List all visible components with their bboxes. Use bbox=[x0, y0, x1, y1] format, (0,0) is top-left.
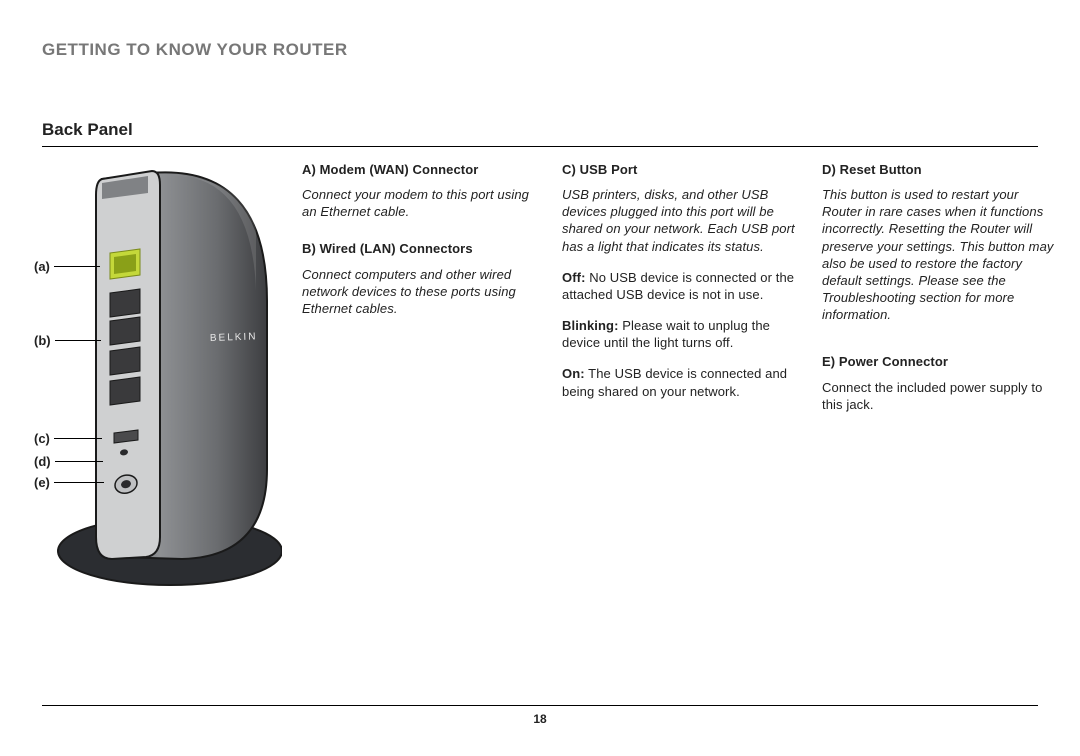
heading-a: A) Modem (WAN) Connector bbox=[302, 161, 540, 178]
callout-c: (c) bbox=[34, 431, 54, 446]
body-b: Connect computers and other wired networ… bbox=[302, 266, 540, 317]
page-footer: 18 bbox=[42, 705, 1038, 726]
body-d: This button is used to restart your Rout… bbox=[822, 186, 1060, 323]
status-on: On: The USB device is connected and bein… bbox=[562, 365, 800, 399]
text-columns: A) Modem (WAN) Connector Connect your mo… bbox=[302, 161, 1060, 591]
off-label: Off: bbox=[562, 270, 586, 285]
blinking-label: Blinking: bbox=[562, 318, 619, 333]
page-number: 18 bbox=[533, 712, 546, 726]
heading-e: E) Power Connector bbox=[822, 353, 1060, 370]
on-label: On: bbox=[562, 366, 585, 381]
body-a: Connect your modem to this port using an… bbox=[302, 186, 540, 220]
callout-a: (a) bbox=[34, 259, 54, 274]
body-e: Connect the included power supply to thi… bbox=[822, 379, 1060, 413]
off-text: No USB device is connected or the attach… bbox=[562, 270, 794, 302]
svg-text:BELKIN: BELKIN bbox=[210, 331, 258, 344]
router-figure: BELKIN (a) (b) (c) (d) (e) bbox=[42, 161, 282, 591]
callout-labels: (a) (b) (c) (d) (e) bbox=[34, 161, 94, 591]
column-1: A) Modem (WAN) Connector Connect your mo… bbox=[302, 161, 540, 591]
callout-d: (d) bbox=[34, 454, 55, 469]
body-c: USB printers, disks, and other USB devic… bbox=[562, 186, 800, 255]
column-2: C) USB Port USB printers, disks, and oth… bbox=[562, 161, 800, 591]
on-text: The USB device is connected and being sh… bbox=[562, 366, 787, 398]
status-off: Off: No USB device is connected or the a… bbox=[562, 269, 800, 303]
heading-b: B) Wired (LAN) Connectors bbox=[302, 240, 540, 257]
heading-c: C) USB Port bbox=[562, 161, 800, 178]
section-title: Back Panel bbox=[42, 120, 1038, 147]
callout-e: (e) bbox=[34, 475, 54, 490]
callout-b: (b) bbox=[34, 333, 55, 348]
page-title: GETTING TO KNOW YOUR ROUTER bbox=[42, 40, 1038, 60]
status-blinking: Blinking: Please wait to unplug the devi… bbox=[562, 317, 800, 351]
column-3: D) Reset Button This button is used to r… bbox=[822, 161, 1060, 591]
heading-d: D) Reset Button bbox=[822, 161, 1060, 178]
content-row: BELKIN (a) (b) (c) (d) (e) bbox=[42, 161, 1038, 591]
